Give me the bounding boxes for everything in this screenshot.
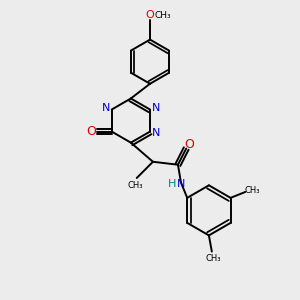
Text: O: O xyxy=(146,10,154,20)
Text: N: N xyxy=(152,128,161,138)
Text: N: N xyxy=(177,179,185,189)
Text: N: N xyxy=(102,103,110,113)
Text: O: O xyxy=(184,139,194,152)
Text: O: O xyxy=(86,125,96,138)
Text: CH₃: CH₃ xyxy=(154,11,171,20)
Text: CH₃: CH₃ xyxy=(245,186,260,195)
Text: H: H xyxy=(168,179,176,189)
Text: CH₃: CH₃ xyxy=(206,254,221,262)
Text: CH₃: CH₃ xyxy=(128,181,143,190)
Text: N: N xyxy=(152,103,160,113)
